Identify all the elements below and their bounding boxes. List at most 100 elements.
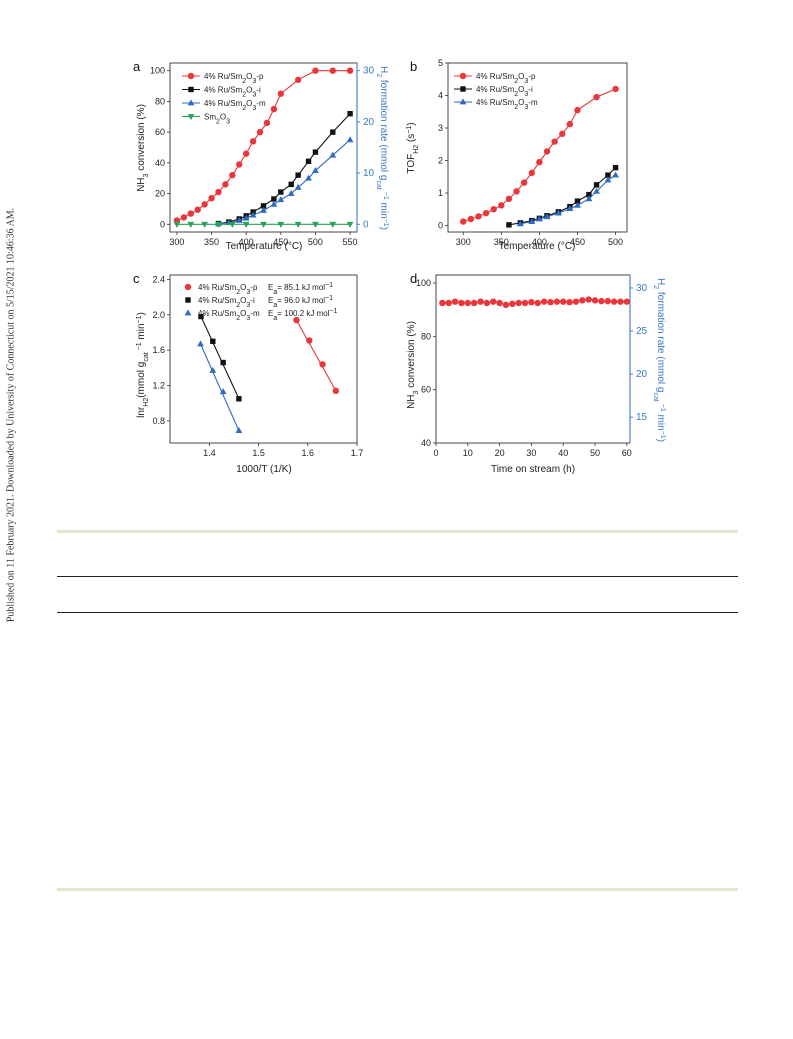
- fit-line: [200, 316, 240, 400]
- data-point: [534, 299, 541, 307]
- data-point: [528, 218, 536, 224]
- x-tick-label: 10: [463, 448, 473, 458]
- data-point: [229, 171, 236, 179]
- table-bottom-rule: [57, 888, 738, 891]
- data-point: [209, 366, 217, 373]
- y-tick-label: 5: [438, 58, 443, 68]
- data-point: [598, 297, 605, 305]
- table-top-rule: [57, 530, 738, 533]
- y-tick-label: 1: [438, 188, 443, 198]
- data-point: [591, 297, 599, 304]
- data-point: [330, 129, 336, 135]
- plot-frame: [169, 274, 358, 444]
- data-point: [287, 189, 295, 196]
- y-axis-title: TOFH2 (s−1): [406, 122, 420, 173]
- y2-tick-label: 30: [363, 66, 375, 77]
- legend-label: 4% Ru/Sm2O3-m: [198, 309, 260, 322]
- data-point: [506, 222, 512, 228]
- y-tick-label: 0: [160, 219, 165, 229]
- data-point: [460, 218, 467, 225]
- data-point: [242, 221, 250, 228]
- data-point: [445, 299, 452, 307]
- data-point: [612, 164, 619, 171]
- plot-frame: [447, 62, 628, 233]
- legend-marker: [459, 72, 467, 80]
- data-point: [604, 176, 612, 183]
- legend-marker: [187, 114, 195, 121]
- fit-line: [295, 319, 337, 392]
- chart-panel-c: c 1.4 1.5 1.6 1.7 0.8 1.2 1.6 2.0 2.4 1000/T (1/K)…: [133, 271, 363, 475]
- data-point: [305, 158, 312, 165]
- data-point: [306, 337, 313, 344]
- data-point: [194, 206, 201, 213]
- y-tick-label: 60: [421, 385, 431, 395]
- y2-tick-label: 25: [636, 326, 648, 337]
- data-point: [347, 111, 353, 117]
- chart-panel-d: d 0 10 20 30 40 50 60 40 60 80 100 15 20 25 30 Time on s…: [406, 271, 667, 475]
- data-point: [180, 214, 188, 221]
- data-point: [236, 161, 243, 168]
- legend-marker: [185, 297, 191, 303]
- x-tick-label: 1.4: [203, 448, 216, 458]
- x-axis-title: Temperature (°C): [226, 241, 303, 252]
- y-tick-label: 3: [438, 123, 443, 133]
- series-line: [218, 139, 351, 225]
- data-point: [236, 396, 242, 402]
- data-point: [536, 215, 543, 222]
- table-header-rule: [57, 576, 738, 577]
- data-point: [271, 196, 277, 202]
- legend-label: 4% Ru/Sm2O3-p: [476, 72, 536, 85]
- data-point: [312, 67, 319, 74]
- data-point: [593, 93, 600, 101]
- data-point: [528, 169, 535, 177]
- data-point: [346, 221, 354, 228]
- data-point: [610, 298, 618, 305]
- legend-marker: [460, 86, 466, 92]
- data-point: [483, 299, 491, 307]
- y-axis-title: NH3 conversion (%): [136, 104, 150, 192]
- legend-label: 4% Ru/Sm2O3-i: [476, 85, 533, 98]
- data-point: [256, 128, 264, 136]
- data-point: [228, 221, 236, 228]
- x-tick-label: 300: [456, 237, 471, 247]
- data-point: [312, 149, 319, 155]
- data-point: [520, 179, 528, 186]
- legend-label: 4% Ru/Sm2O3-m: [204, 99, 266, 112]
- x-tick-label: 450: [570, 237, 585, 247]
- data-point: [574, 106, 581, 114]
- data-point: [617, 298, 624, 305]
- data-point: [235, 427, 243, 434]
- x-tick-label: 550: [343, 237, 358, 247]
- y-tick-label: 2.0: [152, 310, 165, 320]
- x-tick-label: 400: [532, 237, 547, 247]
- data-point: [187, 210, 194, 217]
- data-point: [319, 361, 326, 368]
- data-point: [623, 298, 631, 305]
- x-tick-label: 1.5: [252, 448, 265, 458]
- data-point: [513, 188, 520, 195]
- data-point: [566, 120, 574, 128]
- x-tick-label: 0: [433, 448, 438, 458]
- data-point: [574, 201, 581, 208]
- data-point: [528, 299, 535, 306]
- data-point: [543, 213, 551, 220]
- data-point: [536, 158, 543, 166]
- data-point: [593, 187, 600, 194]
- y2-tick-label: 15: [636, 412, 648, 423]
- series-line: [176, 70, 351, 221]
- panel-letter: a: [133, 59, 141, 74]
- data-point: [242, 214, 250, 221]
- x-tick-label: 500: [608, 237, 623, 247]
- data-point: [604, 297, 611, 305]
- legend: 4% Ru/Sm2O3-p4% Ru/Sm2O3-i4% Ru/Sm2O3-m: [454, 72, 538, 111]
- data-point: [201, 221, 209, 228]
- data-point: [294, 76, 302, 84]
- series-4-ru-sm2o3-p: [439, 296, 631, 309]
- data-point: [566, 299, 573, 306]
- data-point: [294, 183, 302, 190]
- x-axis-title: 1000/T (1/K): [236, 464, 291, 475]
- data-point: [305, 174, 312, 181]
- data-point: [585, 296, 592, 303]
- legend-label: 4% Ru/Sm2O3-p: [198, 283, 258, 296]
